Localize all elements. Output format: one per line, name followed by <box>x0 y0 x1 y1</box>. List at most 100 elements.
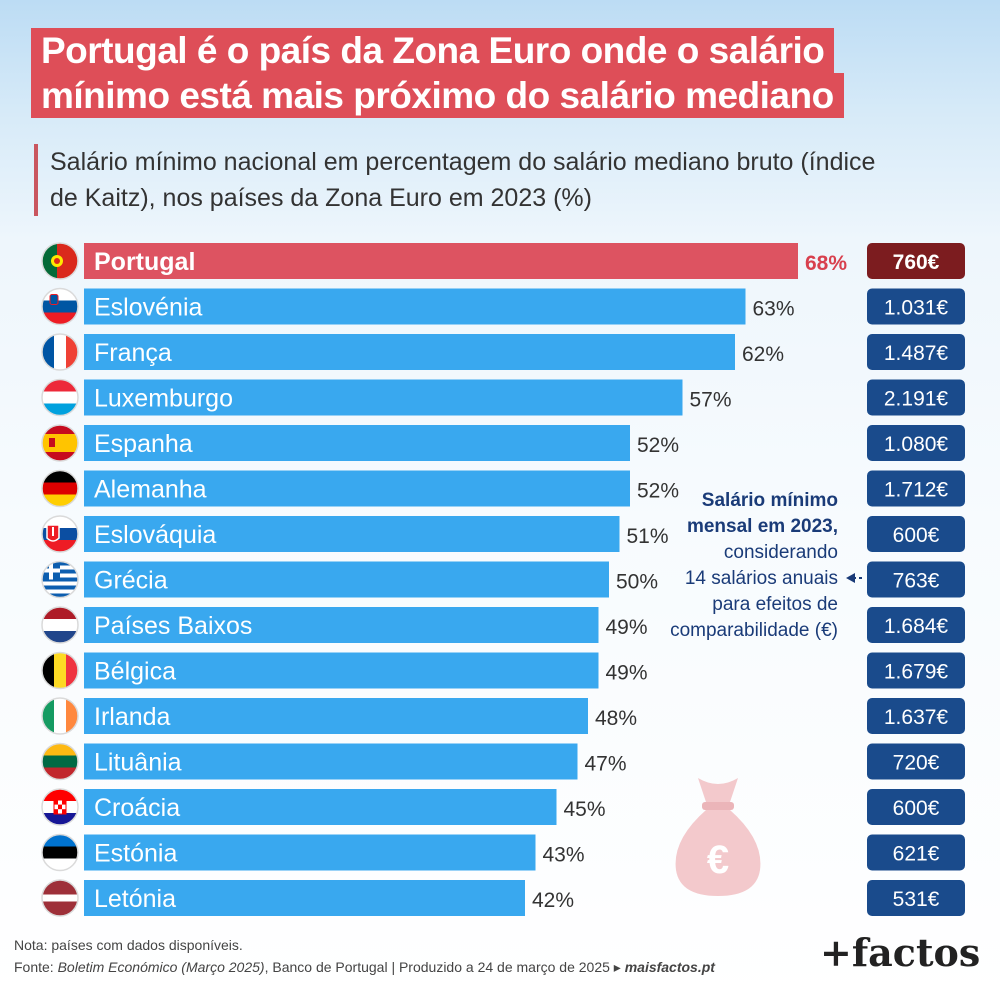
bar <box>84 743 578 780</box>
min-wage-label: 720€ <box>893 752 940 775</box>
category-label: Bélgica <box>94 658 176 686</box>
min-wage-box <box>867 379 965 416</box>
flag-luxembourg-icon <box>41 378 79 417</box>
callout-line-3: para efeitos de <box>712 594 838 615</box>
bar-row: Estónia 43% 621€ <box>41 833 965 872</box>
bar <box>84 470 630 507</box>
flag-croatia-icon <box>41 788 79 826</box>
category-label: Letónia <box>94 885 176 913</box>
value-label: 49% <box>606 662 648 685</box>
source-site-link[interactable]: maisfactos.pt <box>624 959 715 975</box>
bar-row: Países Baixos 49% 1.684€ <box>41 606 965 644</box>
category-label: Irlanda <box>94 703 171 731</box>
min-wage-box <box>867 789 965 825</box>
value-label: 62% <box>742 343 784 366</box>
value-label: 52% <box>637 480 679 503</box>
category-label: Grécia <box>94 567 168 595</box>
flag-germany-icon <box>41 469 79 508</box>
callout-bold-2: mensal em 2023, <box>686 516 838 537</box>
category-label: Países Baixos <box>94 612 252 640</box>
category-label: Eslovénia <box>94 294 202 322</box>
bar-row: Espanha 52% 1.080€ <box>41 424 965 462</box>
category-label: França <box>94 339 172 367</box>
callout-line-2: 14 salários anuais <box>684 568 838 589</box>
category-label: Croácia <box>94 794 180 822</box>
callout-note: Salário mínimo mensal em 2023, considera… <box>660 488 838 644</box>
value-label: 43% <box>543 844 585 867</box>
min-wage-box <box>867 834 965 871</box>
category-label: Lituânia <box>94 749 182 777</box>
bar-row: Lituânia 47% 720€ <box>41 742 965 781</box>
min-wage-box <box>867 243 965 279</box>
min-wage-box <box>867 470 965 507</box>
subtitle: Salário mínimo nacional em percentagem d… <box>34 144 880 216</box>
min-wage-label: 621€ <box>893 843 940 866</box>
min-wage-box <box>867 425 965 461</box>
bar-row: Croácia 45% 600€ <box>41 788 965 826</box>
value-label: 45% <box>564 798 606 821</box>
bar <box>84 516 620 552</box>
bar-row: Alemanha 52% 1.712€ <box>41 469 965 508</box>
value-label: 51% <box>627 525 669 548</box>
title-line-1: Portugal é o país da Zona Euro onde o sa… <box>31 28 835 73</box>
value-label: 48% <box>595 707 637 730</box>
flag-lithuania-icon <box>41 742 79 781</box>
bar-row: Grécia 50% 763€ <box>41 560 965 599</box>
value-label: 47% <box>585 753 627 776</box>
min-wage-label: 2.191€ <box>884 388 949 411</box>
flag-estonia-icon <box>41 833 79 872</box>
footer: Nota: países com dados disponíveis. Font… <box>14 934 715 978</box>
min-wage-label: 600€ <box>893 524 940 547</box>
min-wage-label: 760€ <box>893 251 940 274</box>
source-rest: , Banco de Portugal | Produzido a 24 de … <box>264 959 625 975</box>
bar <box>84 789 557 825</box>
category-label: Luxemburgo <box>94 385 233 413</box>
min-wage-box <box>867 334 965 370</box>
bar <box>84 561 609 598</box>
category-label: Portugal <box>94 248 195 276</box>
flag-netherlands-icon <box>41 606 79 644</box>
min-wage-box <box>867 561 965 598</box>
bar-row: Bélgica 49% 1.679€ <box>41 651 965 690</box>
min-wage-label: 1.684€ <box>884 615 949 638</box>
money-bag-icon: € <box>675 778 761 896</box>
euro-symbol: € <box>707 838 729 882</box>
bar <box>84 834 536 871</box>
footer-source: Fonte: Boletim Económico (Março 2025), B… <box>14 956 715 978</box>
value-label: 57% <box>690 389 732 412</box>
min-wage-box <box>867 698 965 734</box>
min-wage-box <box>867 652 965 689</box>
value-label: 42% <box>532 889 574 912</box>
bar-row: França 62% 1.487€ <box>41 333 965 371</box>
flag-slovakia-icon <box>41 515 79 553</box>
min-wage-box <box>867 516 965 552</box>
flag-portugal-icon <box>41 242 79 280</box>
min-wage-box <box>867 880 965 916</box>
value-label: 50% <box>616 571 658 594</box>
bar <box>84 243 798 279</box>
min-wage-box <box>867 288 965 325</box>
value-label: 68% <box>805 252 847 275</box>
bar <box>84 607 599 643</box>
bar-row: Irlanda 48% 1.637€ <box>41 697 965 735</box>
flag-slovenia-icon <box>41 287 79 326</box>
flag-spain-icon <box>41 424 79 462</box>
flag-greece-icon <box>41 560 79 599</box>
bar <box>84 379 683 416</box>
brand-logo: +factos <box>820 930 981 975</box>
min-wage-label: 1.031€ <box>884 297 949 320</box>
min-wage-box <box>867 743 965 780</box>
callout-line-4: comparabilidade (€) <box>670 620 838 641</box>
category-label: Espanha <box>94 430 193 458</box>
min-wage-label: 1.637€ <box>884 706 949 729</box>
min-wage-box <box>867 607 965 643</box>
callout-line-1: considerando <box>723 542 838 563</box>
value-label: 52% <box>637 434 679 457</box>
category-label: Eslováquia <box>94 521 216 549</box>
value-label: 49% <box>606 616 648 639</box>
bar-row: Eslovénia 63% 1.031€ <box>41 287 965 326</box>
bar <box>84 880 525 916</box>
source-prefix: Fonte: <box>14 959 58 975</box>
bar <box>84 334 735 370</box>
